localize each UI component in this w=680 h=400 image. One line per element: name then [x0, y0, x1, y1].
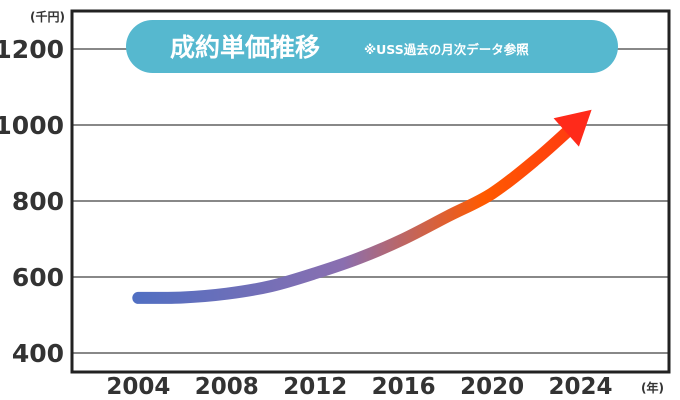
y-tick-label: 600 [12, 263, 64, 292]
x-tick-label: 2020 [460, 374, 524, 400]
y-unit-label: (千円) [30, 9, 65, 24]
title-banner: 成約単価推移 ※USS過去の月次データ参照 [126, 20, 618, 73]
plot-frame [70, 9, 671, 374]
y-axis-ticks: 400 600 800 1000 1200 [0, 35, 64, 368]
x-tick-label: 2012 [283, 374, 347, 400]
gridlines [72, 48, 669, 354]
chart-title: 成約単価推移 [170, 33, 320, 62]
x-tick-label: 2016 [372, 374, 436, 400]
y-tick-label: 800 [12, 187, 64, 216]
x-axis-ticks: 2004 2008 2012 2016 2020 2024 [106, 374, 612, 400]
y-tick-label: 400 [12, 339, 64, 368]
x-tick-label: 2008 [195, 374, 259, 400]
chart-subtitle: ※USS過去の月次データ参照 [364, 42, 529, 57]
series-line [132, 118, 582, 304]
arrowhead [553, 109, 592, 147]
x-tick-label: 2004 [106, 374, 170, 400]
y-tick-label: 1200 [0, 35, 64, 64]
x-tick-label: 2024 [549, 374, 613, 400]
title-pill [126, 20, 618, 73]
x-unit-label: (年) [641, 380, 664, 395]
y-tick-label: 1000 [0, 111, 64, 140]
